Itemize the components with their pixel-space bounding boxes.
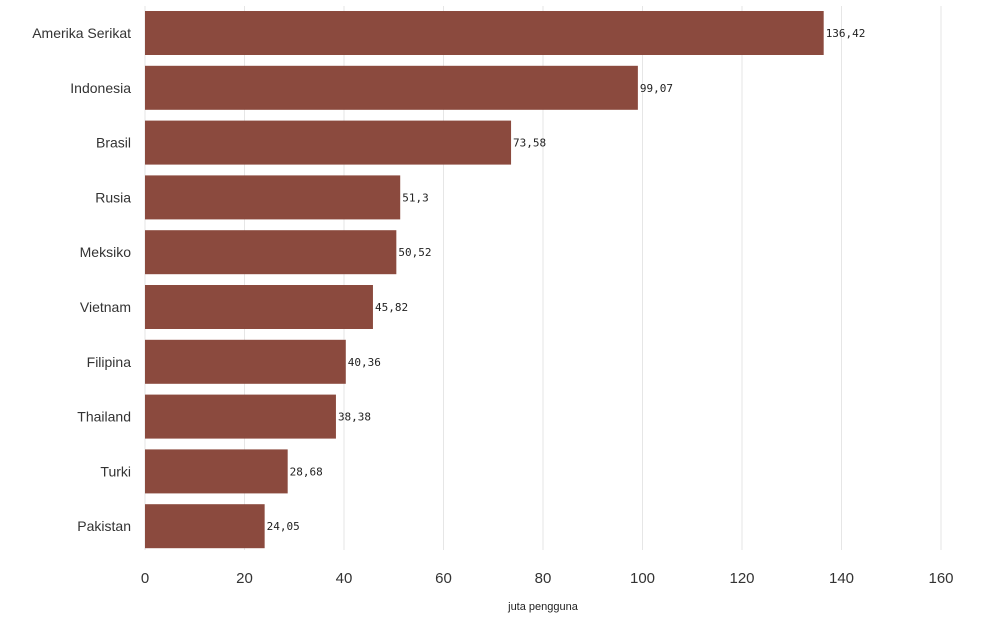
bars	[145, 11, 824, 549]
value-label-thailand: 38,38	[338, 411, 371, 424]
bar-turki	[145, 449, 288, 494]
bar-thailand	[145, 394, 336, 439]
value-label-amerika-serikat: 136,42	[826, 27, 866, 40]
value-label-filipina: 40,36	[348, 356, 381, 369]
x-tick-label-100: 100	[630, 570, 655, 587]
value-label-meksiko: 50,52	[398, 246, 431, 259]
category-label-rusia: Rusia	[95, 189, 131, 205]
category-label-brasil: Brasil	[96, 135, 131, 151]
category-label-thailand: Thailand	[77, 409, 131, 425]
bar-pakistan	[145, 504, 265, 549]
x-tick-label-40: 40	[336, 570, 353, 587]
category-labels: Amerika Serikat Indonesia Brasil Rusia Meksi…	[32, 25, 131, 534]
category-label-pakistan: Pakistan	[77, 518, 131, 534]
x-tick-label-0: 0	[141, 570, 149, 587]
x-tick-label-160: 160	[928, 570, 953, 587]
bar-vietnam	[145, 285, 373, 329]
value-labels: 136,42 99,07 73,58 51,3 50,52 45,82 40,36 38,38…	[267, 27, 866, 533]
bar-rusia	[145, 175, 401, 220]
bar-amerika-serikat	[145, 11, 824, 55]
x-tick-label-120: 120	[729, 570, 754, 587]
x-axis-title: juta pengguna	[507, 601, 579, 613]
category-label-meksiko: Meksiko	[80, 244, 132, 260]
category-label-vietnam: Vietnam	[80, 299, 131, 315]
category-label-turki: Turki	[100, 463, 131, 479]
x-axis-ticks: 0 20 40 60 80 100 120 140 160	[141, 570, 954, 587]
category-label-amerika-serikat: Amerika Serikat	[32, 25, 131, 41]
value-label-rusia: 51,3	[402, 191, 429, 204]
value-label-turki: 28,68	[290, 465, 323, 478]
value-label-vietnam: 45,82	[375, 301, 408, 314]
bar-indonesia	[145, 65, 638, 110]
x-tick-label-60: 60	[435, 570, 452, 587]
value-label-pakistan: 24,05	[267, 520, 300, 533]
bar-meksiko	[145, 230, 397, 275]
x-tick-label-140: 140	[829, 570, 854, 587]
bar-filipina	[145, 339, 346, 384]
value-label-indonesia: 99,07	[640, 82, 673, 95]
x-tick-label-20: 20	[236, 570, 253, 587]
category-label-indonesia: Indonesia	[70, 80, 131, 96]
x-tick-label-80: 80	[535, 570, 552, 587]
value-label-brasil: 73,58	[513, 137, 546, 150]
bar-brasil	[145, 120, 512, 165]
category-label-filipina: Filipina	[87, 354, 132, 370]
